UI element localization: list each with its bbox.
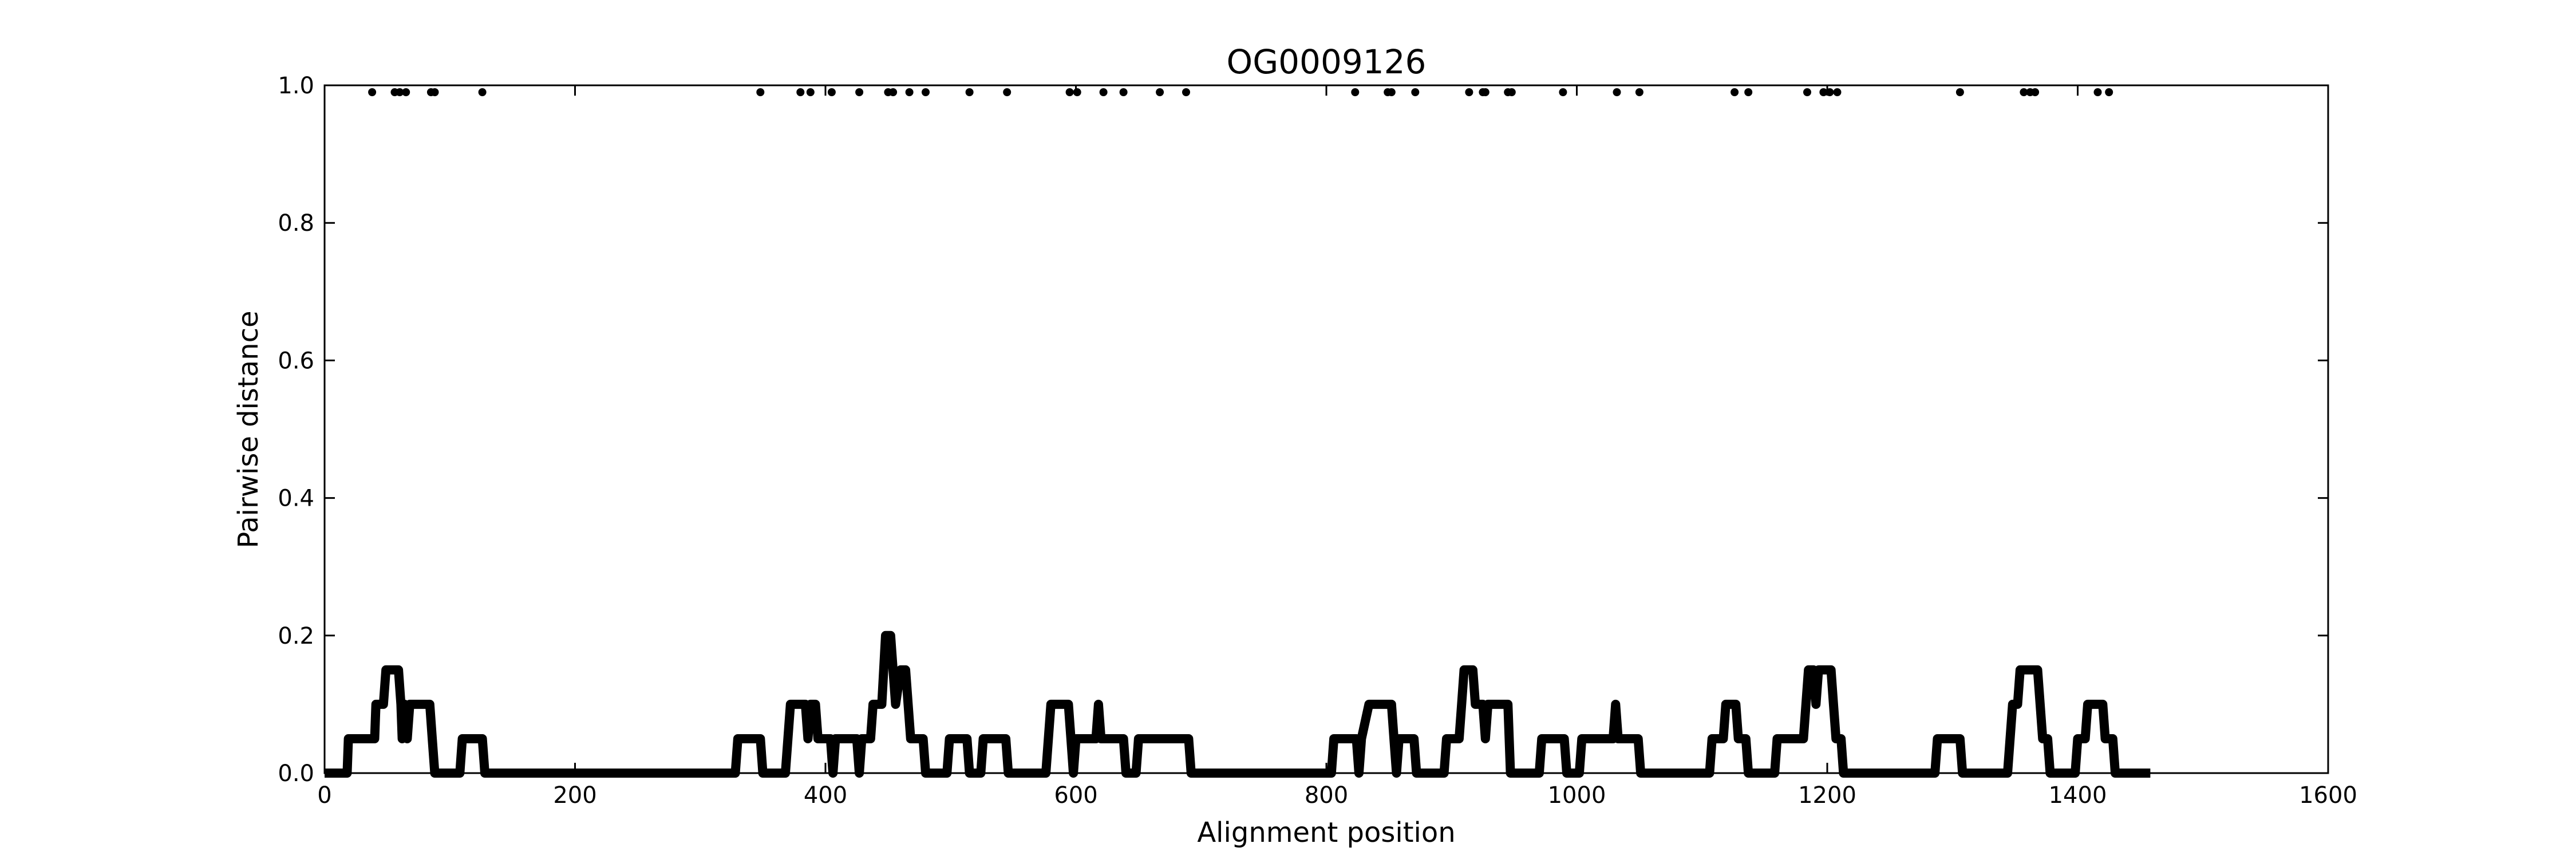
x-axis: 0 200 400 600 800 1000 1200 1400 1600 <box>317 85 2357 809</box>
data-point <box>1003 88 1012 96</box>
data-point <box>402 88 410 96</box>
x-tick-label: 1200 <box>1798 782 1856 809</box>
data-point <box>1465 88 1473 96</box>
data-point <box>1182 88 1190 96</box>
data-point <box>965 88 974 96</box>
data-point <box>1955 88 1964 96</box>
chart-title: OG0009126 <box>1227 42 1427 81</box>
data-point <box>1833 88 1842 96</box>
data-point <box>368 88 377 96</box>
x-tick-label: 400 <box>804 782 847 809</box>
data-point <box>2020 88 2028 96</box>
data-point <box>855 88 864 96</box>
y-tick-label: 1.0 <box>278 73 314 99</box>
data-point <box>478 88 487 96</box>
data-point <box>430 88 439 96</box>
data-point <box>1481 88 1490 96</box>
x-tick-label: 1400 <box>2049 782 2107 809</box>
plot-area <box>325 85 2328 773</box>
data-point <box>1351 88 1360 96</box>
x-tick-label: 1000 <box>1548 782 1606 809</box>
data-point <box>1559 88 1567 96</box>
data-point <box>1730 88 1739 96</box>
x-tick-label: 0 <box>317 782 331 809</box>
data-point <box>1803 88 1811 96</box>
data-point <box>1119 88 1128 96</box>
data-point <box>1073 88 1081 96</box>
y-tick-label: 0.4 <box>278 486 314 512</box>
data-point <box>1156 88 1164 96</box>
y-tick-label: 0.8 <box>278 210 314 237</box>
y-tick-label: 0.6 <box>278 348 314 374</box>
data-point <box>1507 88 1516 96</box>
data-point <box>1613 88 1621 96</box>
x-tick-label: 600 <box>1054 782 1097 809</box>
data-point <box>806 88 815 96</box>
plot-content <box>325 88 2151 778</box>
data-point <box>1411 88 1420 96</box>
data-point <box>2105 88 2113 96</box>
data-point <box>922 88 930 96</box>
data-point <box>1744 88 1753 96</box>
x-axis-label: Alignment position <box>1197 817 1455 849</box>
data-point <box>1099 88 1108 96</box>
data-point <box>1387 88 1396 96</box>
x-tick-label: 1600 <box>2299 782 2357 809</box>
data-point <box>1065 88 1074 96</box>
data-point <box>1635 88 1643 96</box>
data-point <box>756 88 765 96</box>
y-axis: 0.0 0.2 0.4 0.6 0.8 1.0 <box>278 73 2328 787</box>
x-tick-label: 200 <box>553 782 596 809</box>
data-point <box>889 88 898 96</box>
data-point <box>905 88 914 96</box>
y-tick-label: 0.0 <box>278 761 314 787</box>
y-axis-label: Pairwise distance <box>232 310 264 548</box>
y-tick-label: 0.2 <box>278 623 314 649</box>
data-point <box>796 88 805 96</box>
series-line <box>325 631 2151 778</box>
x-tick-label: 800 <box>1305 782 1348 809</box>
data-point <box>2031 88 2040 96</box>
data-point <box>827 88 836 96</box>
data-point <box>396 88 404 96</box>
data-point <box>1819 88 1828 96</box>
data-point <box>2093 88 2102 96</box>
